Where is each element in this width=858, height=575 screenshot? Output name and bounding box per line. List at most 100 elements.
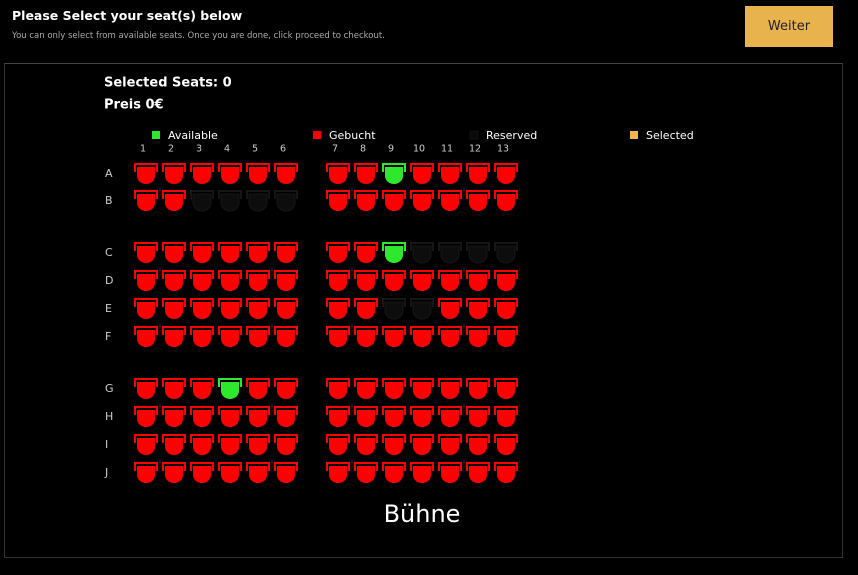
seat-frame (134, 406, 158, 415)
seat-cushion (165, 167, 183, 184)
seat (326, 434, 350, 455)
seat-cushion (165, 330, 183, 347)
seat-cushion (221, 302, 239, 319)
seat (438, 434, 462, 455)
seat-frame (162, 163, 186, 172)
seat (326, 326, 350, 347)
seat (190, 326, 214, 347)
seat (162, 326, 186, 347)
seat-frame (494, 434, 518, 443)
seat (354, 190, 378, 211)
seat (218, 298, 242, 319)
seat-frame (410, 434, 434, 443)
seat-cushion (441, 167, 459, 184)
seat-frame (218, 270, 242, 279)
seat-cushion (221, 410, 239, 427)
seat-frame (134, 462, 158, 471)
stage-label: Bühne (384, 500, 461, 528)
seat-cushion (137, 330, 155, 347)
seat-frame (274, 298, 298, 307)
seat (134, 326, 158, 347)
seat-frame (326, 190, 350, 199)
seat-frame (382, 406, 406, 415)
seat-frame (410, 462, 434, 471)
seat-frame (494, 298, 518, 307)
seat-frame (162, 190, 186, 199)
seat (274, 406, 298, 427)
seat-frame (354, 462, 378, 471)
seat-cushion (193, 330, 211, 347)
seat-frame (134, 298, 158, 307)
seat-frame (382, 378, 406, 387)
seat-cushion (329, 330, 347, 347)
seat[interactable] (218, 378, 242, 399)
seat-frame (190, 190, 214, 199)
column-number: 12 (469, 144, 481, 155)
seat[interactable] (382, 163, 406, 184)
seat-cushion (329, 167, 347, 184)
column-number: 2 (168, 144, 174, 155)
seat (354, 406, 378, 427)
seat (326, 298, 350, 319)
seat-cushion (441, 410, 459, 427)
column-number: 10 (413, 144, 425, 155)
seat-cushion (413, 194, 431, 211)
seat[interactable] (382, 242, 406, 263)
seat (274, 326, 298, 347)
seat (382, 462, 406, 483)
seat-frame (326, 434, 350, 443)
title: Please Select your seat(s) below (12, 8, 243, 23)
seat (274, 298, 298, 319)
seat-frame (190, 242, 214, 251)
seat-frame (190, 378, 214, 387)
seat-frame (246, 434, 270, 443)
seat-frame (466, 270, 490, 279)
seat-cushion (221, 274, 239, 291)
seat (438, 406, 462, 427)
seat-cushion (413, 466, 431, 483)
seat-frame (382, 190, 406, 199)
seat (494, 270, 518, 291)
proceed-button[interactable]: Weiter (745, 6, 833, 47)
seat-frame (326, 163, 350, 172)
seat (438, 163, 462, 184)
seat-frame (218, 242, 242, 251)
seat-cushion (137, 382, 155, 399)
seat-frame (494, 378, 518, 387)
seat-cushion (137, 194, 155, 211)
seat-cushion (357, 274, 375, 291)
seat-cushion (385, 274, 403, 291)
seat (162, 270, 186, 291)
seat-cushion (357, 438, 375, 455)
seat-cushion (357, 382, 375, 399)
seat (246, 190, 270, 212)
seat-cushion (357, 302, 375, 319)
seat (274, 378, 298, 399)
seat-cushion (441, 274, 459, 291)
seat (354, 242, 378, 263)
seat-cushion (277, 167, 295, 184)
seat (466, 270, 490, 291)
seat (326, 406, 350, 427)
column-number: 7 (332, 144, 338, 155)
seat (382, 326, 406, 347)
seat-frame (354, 270, 378, 279)
seat-frame (190, 270, 214, 279)
seat-frame (246, 270, 270, 279)
seat (494, 298, 518, 319)
seat-cushion (165, 274, 183, 291)
seat (134, 406, 158, 427)
legend-swatch (313, 131, 321, 139)
seat (438, 190, 462, 211)
row-label: A (105, 167, 113, 180)
seat-cushion (249, 167, 267, 184)
seat-frame (410, 242, 434, 251)
seat-cushion (329, 302, 347, 319)
seat (410, 298, 434, 320)
seat-cushion (329, 410, 347, 427)
seat (326, 462, 350, 483)
seat-frame (410, 190, 434, 199)
seat-frame (218, 163, 242, 172)
seat (162, 406, 186, 427)
